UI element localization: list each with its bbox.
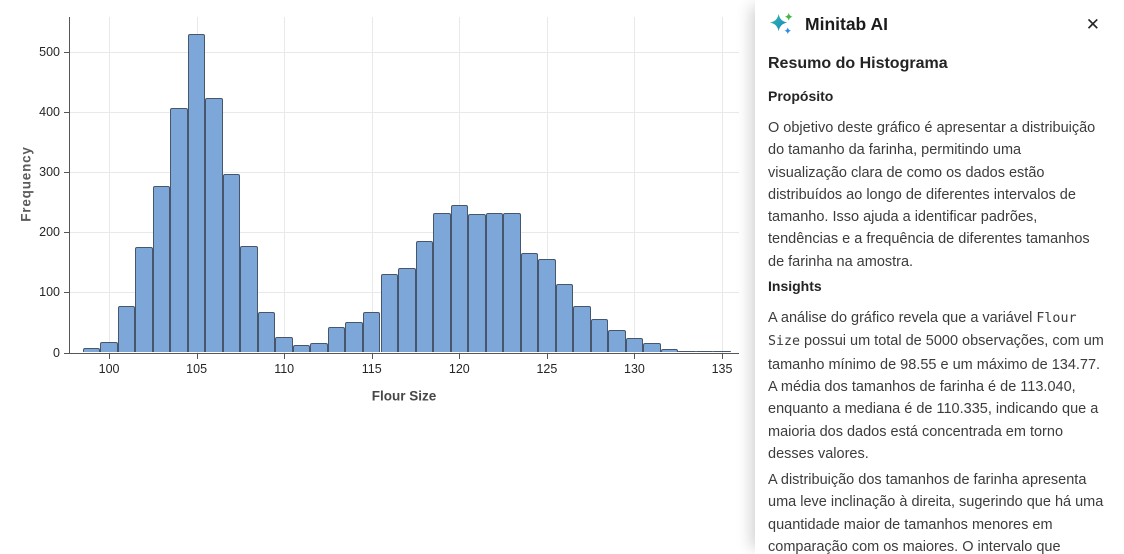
histogram-chart: 100 105 110 115 120 125 130 135 0 100 200 300 400 500… (18, 17, 739, 404)
gridline (70, 112, 739, 114)
x-axis-tick (546, 354, 548, 359)
minitab-ai-panel: Minitab AI ✕ Resumo do Histograma Propós… (755, 0, 1124, 554)
y-tick-label: 500 (39, 45, 60, 60)
x-tick-label: 125 (536, 361, 558, 376)
y-axis-tick (63, 52, 69, 54)
histogram-bar[interactable] (345, 321, 363, 353)
x-tick-label: 120 (448, 361, 470, 376)
histogram-bar[interactable] (380, 274, 398, 353)
gridline (70, 52, 739, 54)
histogram-bar[interactable] (468, 214, 486, 353)
histogram-bar[interactable] (713, 351, 731, 353)
close-button[interactable]: ✕ (1082, 14, 1104, 35)
histogram-bar[interactable] (327, 327, 346, 353)
histogram-bar[interactable] (573, 305, 591, 353)
gridline (284, 17, 286, 353)
histogram-bar[interactable] (398, 268, 416, 353)
plot-area: 100 105 110 115 120 125 130 135 0 100 200 300 400 500 (39, 17, 739, 376)
histogram-bar[interactable] (100, 342, 118, 353)
x-tick-label: 115 (361, 361, 382, 376)
x-tick-label: 130 (624, 361, 645, 376)
x-axis-tick (634, 354, 636, 359)
gridline (109, 17, 111, 353)
histogram-bar[interactable] (590, 319, 609, 353)
insights-paragraph-2: A distribuição dos tamanhos de farinha a… (768, 472, 1104, 554)
histogram-bar[interactable] (520, 253, 539, 353)
x-axis-tick (196, 354, 198, 359)
x-axis-title: Flour Size (371, 388, 437, 404)
y-axis-tick (63, 112, 69, 114)
y-axis-tick (63, 292, 69, 294)
histogram-bar[interactable] (310, 343, 328, 353)
insights-paragraph-1: A análise do gráfico revela que a variáv… (768, 307, 1104, 465)
histogram-bar[interactable] (135, 246, 153, 353)
summary-heading: Resumo do Histograma (768, 55, 948, 72)
histogram-bar[interactable] (608, 329, 626, 353)
x-tick-label: 110 (274, 361, 295, 376)
histogram-bar[interactable] (450, 204, 469, 353)
insights-p1-pre: A análise do gráfico revela que a variáv… (768, 310, 1037, 327)
histogram-bar[interactable] (187, 33, 206, 353)
x-axis-tick (722, 354, 723, 359)
histogram-bar[interactable] (292, 345, 311, 353)
y-axis-tick (63, 232, 69, 234)
x-tick-label: 100 (98, 361, 120, 376)
y-axis-tick (63, 352, 69, 354)
histogram-bar[interactable] (362, 311, 381, 353)
x-axis-tick (459, 354, 461, 359)
x-tick-label: 105 (186, 361, 208, 376)
histogram-bar[interactable] (643, 342, 661, 353)
gridline (634, 17, 636, 353)
histogram-bar[interactable] (555, 284, 574, 353)
gridline (70, 232, 739, 234)
x-axis-tick (109, 354, 111, 359)
insights-p1-post: possui um total de 5000 observações, com… (768, 333, 1104, 462)
gridline (722, 17, 723, 353)
histogram-bar[interactable] (503, 213, 521, 353)
y-tick-label: 300 (39, 165, 60, 180)
histogram-bar[interactable] (205, 98, 223, 353)
y-tick-label: 100 (39, 285, 60, 300)
proposito-heading: Propósito (768, 88, 834, 104)
ai-sparkles-icon (768, 11, 795, 38)
close-icon: ✕ (1085, 14, 1100, 34)
y-tick-label: 400 (39, 105, 60, 120)
histogram-bar[interactable] (415, 240, 434, 353)
histogram-bar[interactable] (433, 213, 451, 353)
histogram-bar[interactable] (678, 350, 696, 353)
gridline (371, 17, 373, 353)
histogram-bar[interactable] (240, 246, 258, 353)
histogram-bar[interactable] (82, 347, 101, 353)
histogram-bar[interactable] (117, 305, 136, 353)
y-tick-label: 200 (39, 225, 60, 240)
panel-header: Minitab AI ✕ (768, 0, 1104, 39)
panel-title: Minitab AI (805, 13, 888, 34)
y-axis-title: Frequency (18, 146, 34, 222)
histogram-bar[interactable] (625, 338, 644, 353)
histogram-bar[interactable] (170, 108, 188, 353)
histogram-bar[interactable] (222, 174, 241, 353)
y-axis-tick (63, 172, 69, 174)
x-axis-tick (284, 354, 286, 359)
x-tick-label: 135 (711, 361, 733, 376)
proposito-paragraph: O objetivo deste gráfico é apresentar a … (768, 120, 1096, 270)
variable-name-mono: Flour Size (768, 311, 1077, 350)
x-axis-tick (371, 354, 373, 359)
histogram-bar[interactable] (257, 311, 276, 353)
histogram-bar[interactable] (275, 337, 293, 353)
gridline (70, 172, 739, 174)
histogram-bar[interactable] (695, 351, 714, 353)
insights-heading: Insights (768, 278, 822, 295)
histogram-bar[interactable] (152, 185, 171, 353)
histogram-bar[interactable] (485, 213, 504, 353)
histogram-bar[interactable] (538, 258, 556, 353)
y-tick-label: 0 (53, 345, 60, 360)
gridline (459, 17, 461, 353)
gridline (546, 17, 548, 353)
histogram-bar[interactable] (660, 349, 679, 353)
